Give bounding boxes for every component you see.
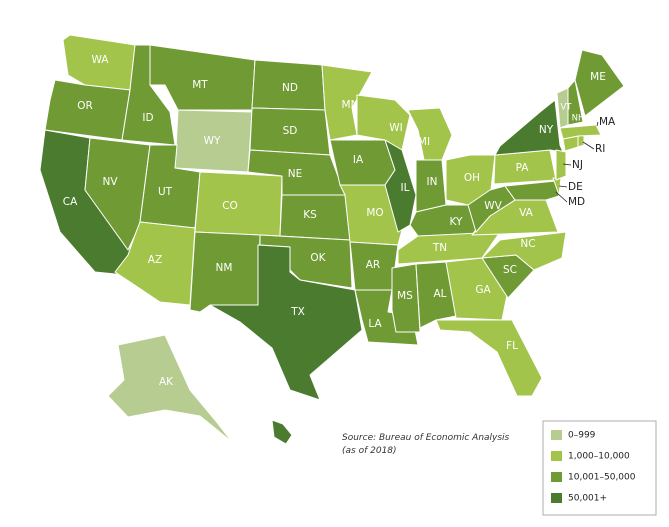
- state: [384, 139, 417, 233]
- state: [574, 49, 625, 117]
- state-label: AZ: [148, 254, 162, 266]
- state-label: VA: [519, 207, 534, 219]
- states: [39, 34, 625, 445]
- state: [559, 124, 602, 140]
- state-label: NJ: [572, 159, 583, 171]
- state-label: ID: [142, 112, 153, 124]
- state-label: AL: [433, 288, 446, 300]
- leader-line: [582, 141, 595, 150]
- source: Source: Bureau of Economic Analysis: [342, 433, 510, 443]
- state-label: TN: [432, 242, 447, 254]
- state: [555, 149, 567, 181]
- state: [397, 231, 501, 265]
- source-note: (as of 2018): [342, 446, 397, 456]
- state: [481, 231, 567, 271]
- leader-line: [555, 191, 568, 203]
- state-label: IA: [353, 154, 364, 166]
- state-label: IN: [427, 176, 438, 188]
- state-label: ME: [590, 71, 606, 83]
- state-label: ND: [282, 82, 298, 94]
- state-label: NY: [539, 124, 554, 136]
- state-label: NV: [102, 176, 118, 188]
- legend-swatch: [551, 451, 562, 461]
- state-label: MA: [599, 116, 616, 128]
- state: [577, 134, 585, 148]
- state: [504, 180, 560, 201]
- legend-label: 0–999: [568, 431, 596, 441]
- legend-swatch: [551, 472, 562, 482]
- state: [149, 44, 256, 111]
- state-label: VT: [560, 103, 572, 113]
- state-label: AR: [366, 259, 380, 271]
- state-label: KS: [303, 209, 317, 221]
- state-label: DE: [568, 181, 583, 193]
- state-label: MD: [568, 196, 585, 208]
- state: [391, 263, 421, 333]
- state: [107, 334, 233, 443]
- state-label: OR: [77, 100, 93, 112]
- state: [194, 171, 283, 237]
- state-label: SD: [283, 125, 298, 137]
- legend-label: 10,001–50,000: [568, 473, 636, 483]
- legend-swatch: [551, 493, 562, 503]
- state-label: TX: [290, 306, 305, 318]
- state-label: OH: [464, 172, 480, 184]
- state-label: LA: [368, 318, 382, 330]
- state-label: NH: [572, 114, 585, 124]
- state-label: MN: [342, 99, 359, 111]
- state-label: WA: [92, 54, 110, 66]
- state-label: MI: [418, 136, 430, 148]
- state-label: WV: [484, 200, 502, 212]
- state-label: UT: [158, 186, 173, 198]
- state-label: IL: [401, 182, 410, 194]
- state-label: SC: [503, 264, 517, 276]
- state: [407, 107, 453, 161]
- state-label: OK: [310, 252, 326, 264]
- state: [435, 319, 543, 397]
- state-label: CT: [568, 150, 580, 160]
- leader-line: [596, 121, 599, 127]
- state-label: MT: [192, 79, 208, 91]
- state-label: KY: [450, 216, 464, 228]
- state-label: RI: [595, 143, 605, 155]
- state-label: PA: [516, 162, 530, 174]
- state-label: CA: [63, 196, 78, 208]
- state: [567, 79, 584, 126]
- legend-swatch: [551, 430, 562, 440]
- state-label: WI: [389, 122, 402, 134]
- state: [494, 99, 564, 156]
- state-label: AK: [159, 376, 174, 388]
- state-label: MO: [366, 207, 383, 219]
- state-label: NE: [288, 168, 303, 180]
- state-label: HI: [285, 410, 296, 422]
- state-label: GA: [475, 284, 491, 296]
- leader-line: [562, 163, 572, 166]
- state-label: NC: [520, 238, 535, 250]
- legend-label: 1,000–10,000: [568, 452, 630, 462]
- state: [415, 261, 457, 329]
- legend-label: 50,001+: [568, 494, 607, 504]
- state: [271, 419, 293, 445]
- state: [209, 244, 363, 401]
- state-label: NM: [216, 262, 233, 274]
- state-label: CO: [222, 200, 238, 212]
- state-label: WY: [204, 135, 221, 147]
- state-label: MS: [397, 290, 413, 302]
- leader-line: [558, 185, 568, 188]
- state-label: FL: [506, 340, 518, 352]
